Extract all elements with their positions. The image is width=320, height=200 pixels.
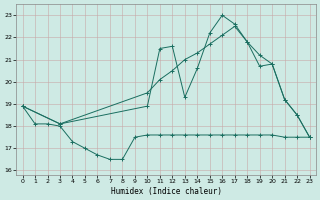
X-axis label: Humidex (Indice chaleur): Humidex (Indice chaleur) [111,187,221,196]
